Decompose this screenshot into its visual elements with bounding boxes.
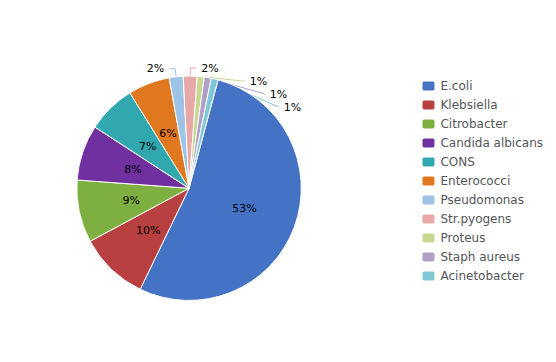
svg-text:Enterococci: Enterococci <box>440 174 510 188</box>
svg-text:7%: 7% <box>139 140 156 153</box>
svg-text:Citrobacter: Citrobacter <box>440 117 507 131</box>
svg-text:6%: 6% <box>159 127 176 140</box>
svg-text:Klebsiella: Klebsiella <box>440 98 497 112</box>
svg-text:53%: 53% <box>232 202 256 215</box>
svg-text:Pseudomonas: Pseudomonas <box>440 193 523 207</box>
svg-text:1%: 1% <box>250 75 267 88</box>
svg-text:Proteus: Proteus <box>440 231 485 245</box>
svg-text:1%: 1% <box>284 101 301 114</box>
svg-text:CONS: CONS <box>440 155 474 169</box>
svg-text:Str.pyogens: Str.pyogens <box>440 212 511 226</box>
svg-text:2%: 2% <box>147 62 164 75</box>
svg-text:8%: 8% <box>124 163 141 176</box>
svg-text:Staph aureus: Staph aureus <box>440 250 520 264</box>
svg-text:Candida albicans: Candida albicans <box>440 136 543 150</box>
svg-text:E.coli: E.coli <box>440 79 472 93</box>
svg-text:9%: 9% <box>122 194 139 207</box>
svg-text:2%: 2% <box>201 62 218 75</box>
svg-text:10%: 10% <box>136 224 160 237</box>
svg-text:1%: 1% <box>270 88 287 101</box>
svg-text:Acinetobacter: Acinetobacter <box>440 269 524 283</box>
